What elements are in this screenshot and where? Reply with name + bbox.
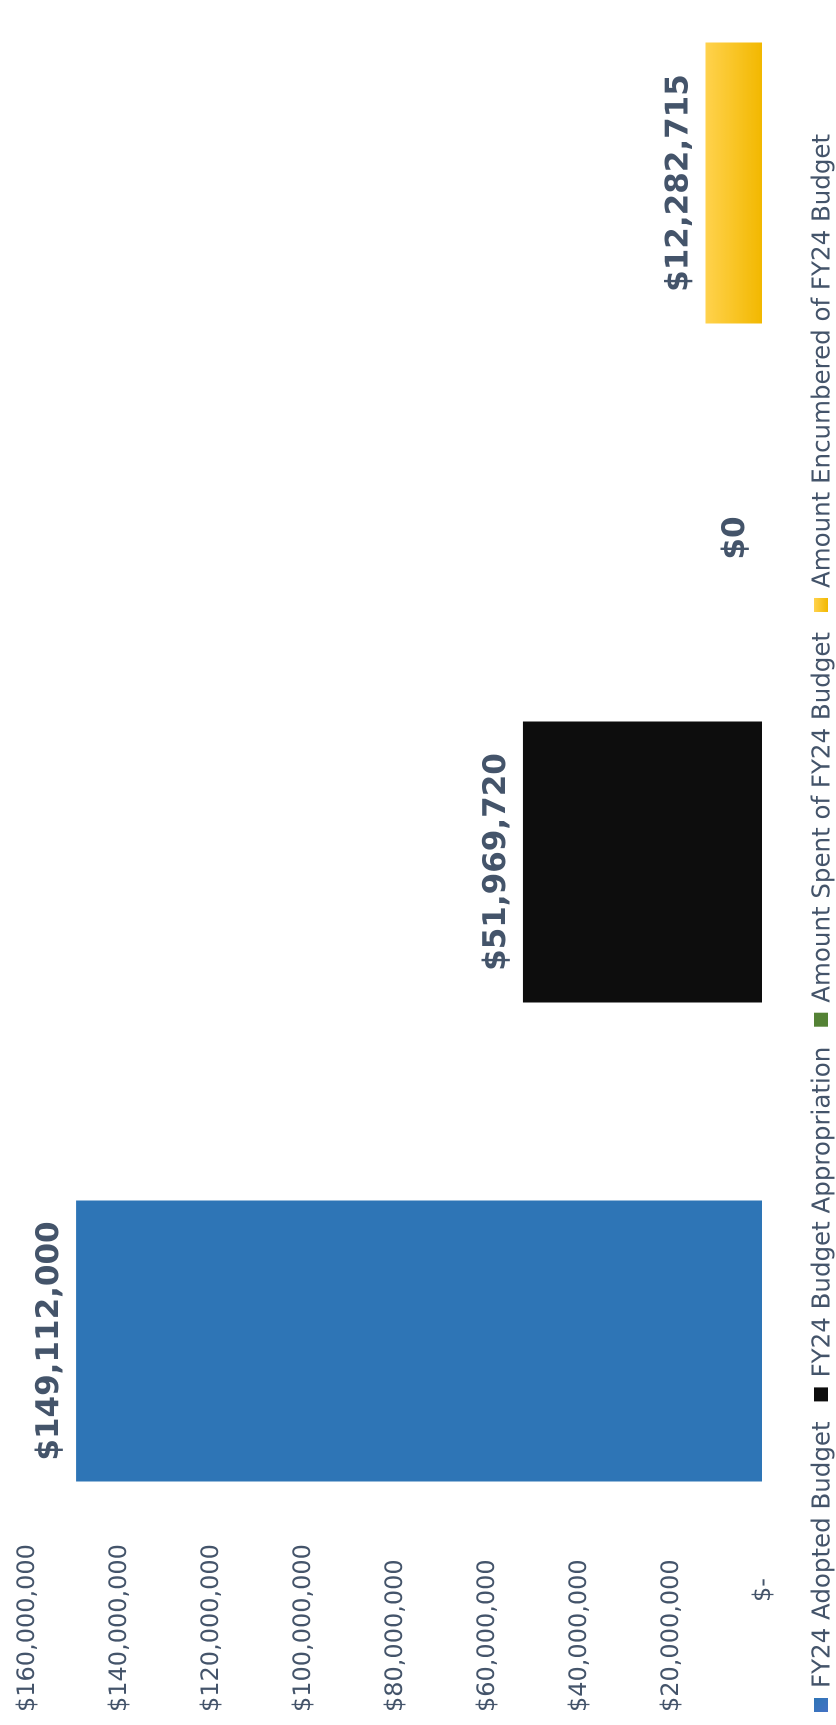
y-tick-label: $160,000,000 — [12, 1544, 40, 1712]
y-tick-label: $20,000,000 — [656, 1559, 684, 1712]
y-tick-label: $- — [748, 1578, 776, 1602]
data-labels: $149,112,000 $51,969,720 $0 $12,282,715 — [30, 74, 752, 1460]
bar-1 — [522, 721, 762, 1003]
legend-swatch — [814, 597, 828, 612]
y-tick-label: $80,000,000 — [380, 1559, 408, 1712]
legend-item-3: Amount Encumbered of FY24 Budget — [807, 134, 836, 612]
legend-label: Amount Encumbered of FY24 Budget — [807, 134, 836, 588]
legend-swatch — [814, 1387, 828, 1402]
data-label-3: $12,282,715 — [659, 74, 695, 292]
data-label-1: $51,969,720 — [477, 753, 513, 971]
legend-item-1: FY24 Budget Appropriation — [807, 1047, 836, 1402]
y-axis: $- $20,000,000 $40,000,000 $60,000,000 $80,0… — [12, 1544, 776, 1712]
y-tick-label: $40,000,000 — [564, 1559, 592, 1712]
legend-swatch — [814, 1698, 828, 1712]
bar-3 — [705, 42, 762, 324]
bars — [76, 42, 763, 1482]
legend: FY24 Adopted Budget FY24 Budget Appropria… — [807, 134, 836, 1712]
legend-item-2: Amount Spent of FY24 Budget — [807, 632, 836, 1027]
y-tick-label: $100,000,000 — [288, 1544, 316, 1712]
y-tick-label: $140,000,000 — [104, 1544, 132, 1712]
legend-swatch — [814, 1012, 828, 1027]
bar-0 — [76, 1200, 763, 1482]
legend-label: FY24 Budget Appropriation — [807, 1047, 836, 1378]
data-label-2: $0 — [716, 516, 752, 559]
legend-label: Amount Spent of FY24 Budget — [807, 632, 836, 1003]
data-label-0: $149,112,000 — [30, 1221, 66, 1460]
legend-label: FY24 Adopted Budget — [807, 1421, 836, 1688]
y-tick-label: $60,000,000 — [472, 1559, 500, 1712]
y-tick-label: $120,000,000 — [196, 1544, 224, 1712]
legend-item-0: FY24 Adopted Budget — [807, 1421, 836, 1712]
